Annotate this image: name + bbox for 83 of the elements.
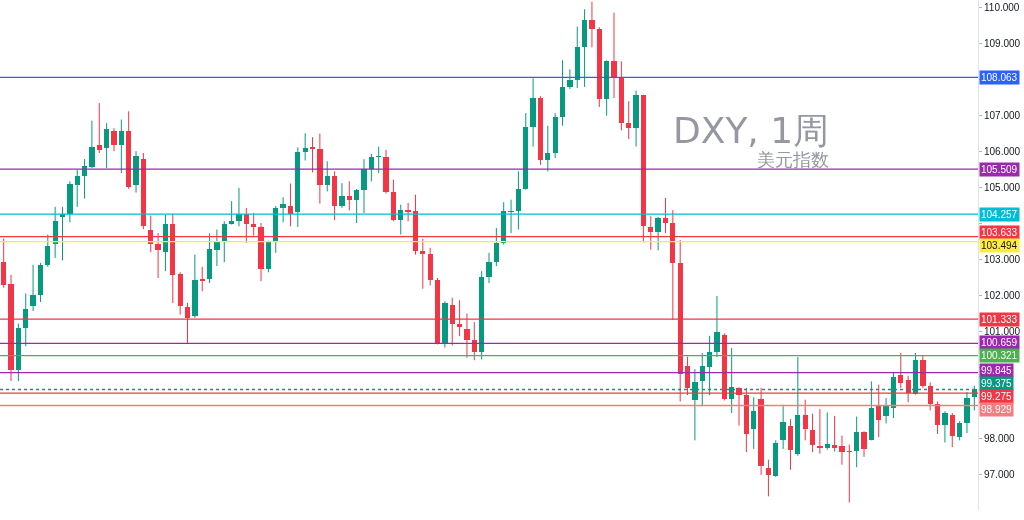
candlestick: [663, 197, 668, 234]
candlestick: [942, 410, 948, 443]
y-tick-label: 102.000: [984, 289, 1021, 301]
y-tick-label: 106.000: [984, 146, 1021, 158]
candlestick: [214, 229, 220, 267]
candlestick: [825, 411, 830, 451]
annotation: DXY, 1周: [673, 110, 830, 151]
candlestick: [405, 202, 411, 222]
candlestick: [898, 352, 903, 389]
candlestick: [810, 413, 815, 453]
candlestick: [354, 188, 359, 224]
candlestick: [361, 158, 367, 214]
candlestick: [567, 68, 573, 90]
candlestick: [339, 182, 345, 209]
candlestick: [780, 404, 786, 450]
candlestick: [516, 170, 521, 230]
y-tick-label: 98.000: [984, 433, 1016, 445]
candlestick: [861, 430, 867, 458]
candlestick: [832, 415, 837, 452]
candlestick: [97, 102, 102, 154]
candlestick: [957, 420, 962, 441]
y-tick-label: 103.000: [984, 253, 1021, 265]
candlestick: [935, 401, 940, 435]
candlestick: [817, 408, 823, 455]
candlestick: [369, 153, 374, 182]
candlestick: [280, 196, 286, 223]
candlestick: [303, 132, 308, 162]
y-tick-label: 107.000: [984, 110, 1021, 122]
ref-line-label: 101.333: [981, 314, 1018, 325]
candlestick: [420, 238, 425, 290]
annotation: 美元指数: [757, 149, 829, 170]
candlestick: [30, 264, 36, 312]
ref-line-label: 100.321: [981, 350, 1018, 361]
y-tick-label: 110.000: [984, 2, 1020, 14]
candlestick: [82, 158, 87, 200]
candlestick: [104, 122, 109, 169]
candlestick: [883, 397, 889, 424]
candlestick: [803, 399, 808, 441]
candlestick: [545, 125, 550, 172]
candlestick: [200, 266, 205, 292]
candlestick: [486, 252, 492, 284]
candlestick: [950, 412, 955, 448]
y-tick-label: 101.000: [984, 325, 1021, 337]
candlestick: [854, 416, 859, 468]
candlestick: [494, 227, 499, 267]
ref-line-label: 105.509: [981, 164, 1018, 175]
candlestick: [325, 160, 330, 192]
candlestick: [626, 100, 631, 140]
candlestick: [310, 136, 315, 173]
y-tick-label: 97.000: [984, 469, 1016, 481]
candlestick: [508, 199, 514, 234]
candlestick: [751, 396, 756, 450]
candlestick: [119, 119, 124, 174]
candlestick: [45, 234, 50, 268]
candlestick: [714, 295, 720, 358]
ref-line-label: 99.375: [981, 378, 1013, 389]
y-tick-label: 105.000: [984, 181, 1021, 193]
candlestick: [398, 204, 403, 236]
candlestick: [347, 180, 352, 211]
candlestick: [75, 169, 80, 208]
candlestick: [288, 183, 293, 227]
candlestick: [839, 435, 845, 466]
ref-line-label: 98.929: [981, 404, 1013, 415]
candlestick: [23, 292, 28, 347]
ref-line-label: 99.845: [981, 365, 1013, 376]
candlestick: [376, 146, 381, 174]
ref-line-label: 104.257: [981, 209, 1018, 220]
ref-line-label: 99.275: [981, 391, 1013, 402]
ref-line-label: 103.494: [981, 240, 1018, 251]
candlestick: [589, 1, 595, 48]
candlestick: [611, 12, 617, 99]
candlestick: [53, 206, 58, 259]
candlestick: [111, 127, 117, 152]
ref-line-label: 103.633: [981, 227, 1018, 238]
y-tick-label: 109.000: [984, 38, 1021, 50]
ref-line-label: 108.063: [981, 72, 1018, 83]
candlestick: [89, 120, 95, 169]
candlestick: [788, 418, 793, 471]
candlestick: [655, 216, 661, 251]
candlestick: [847, 444, 852, 503]
ref-line-label: 100.659: [981, 337, 1018, 348]
candlestick: [766, 459, 771, 497]
candlestick: [472, 321, 477, 361]
